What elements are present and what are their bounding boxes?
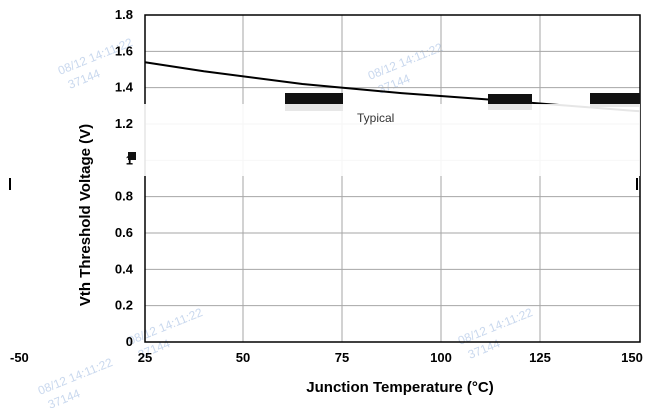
y-axis-title: Vth Threshold Voltage (V) <box>77 124 94 306</box>
y-tick-label: 0.6 <box>115 225 133 240</box>
x-tick-label: 125 <box>529 350 551 365</box>
y-tick-labels: 00.20.40.60.811.21.41.61.8 <box>115 7 134 349</box>
x-tick-label: 25 <box>138 350 152 365</box>
plot-frame <box>144 14 641 343</box>
y-tick-label: 1.4 <box>115 80 134 95</box>
y-tick-label: 0.8 <box>115 189 133 204</box>
x-tick-labels: -50 25 50 75 100 125 150 <box>10 350 643 365</box>
plot-border <box>144 14 641 343</box>
y-tick-label: 0 <box>126 334 133 349</box>
x-axis-title: Junction Temperature (°C) <box>306 379 493 396</box>
x-tick-label: 75 <box>335 350 349 365</box>
glitch-block <box>590 93 640 107</box>
y-tick-label: 1.2 <box>115 116 133 131</box>
glitch-block <box>128 152 136 160</box>
y-tick-label: 1.8 <box>115 7 133 22</box>
annotation-label: Typical <box>357 111 394 125</box>
x-tick-label: 150 <box>621 350 643 365</box>
x-tick-label: -50 <box>10 350 29 365</box>
x-tick-label: 50 <box>236 350 250 365</box>
glitch-overlay <box>140 104 640 176</box>
y-tick-label: 1.6 <box>115 43 133 58</box>
y-tick-label: 0.2 <box>115 298 133 313</box>
render-artifacts <box>9 93 640 190</box>
x-tick-label: 100 <box>430 350 452 365</box>
y-tick-label: 0.4 <box>115 261 134 276</box>
